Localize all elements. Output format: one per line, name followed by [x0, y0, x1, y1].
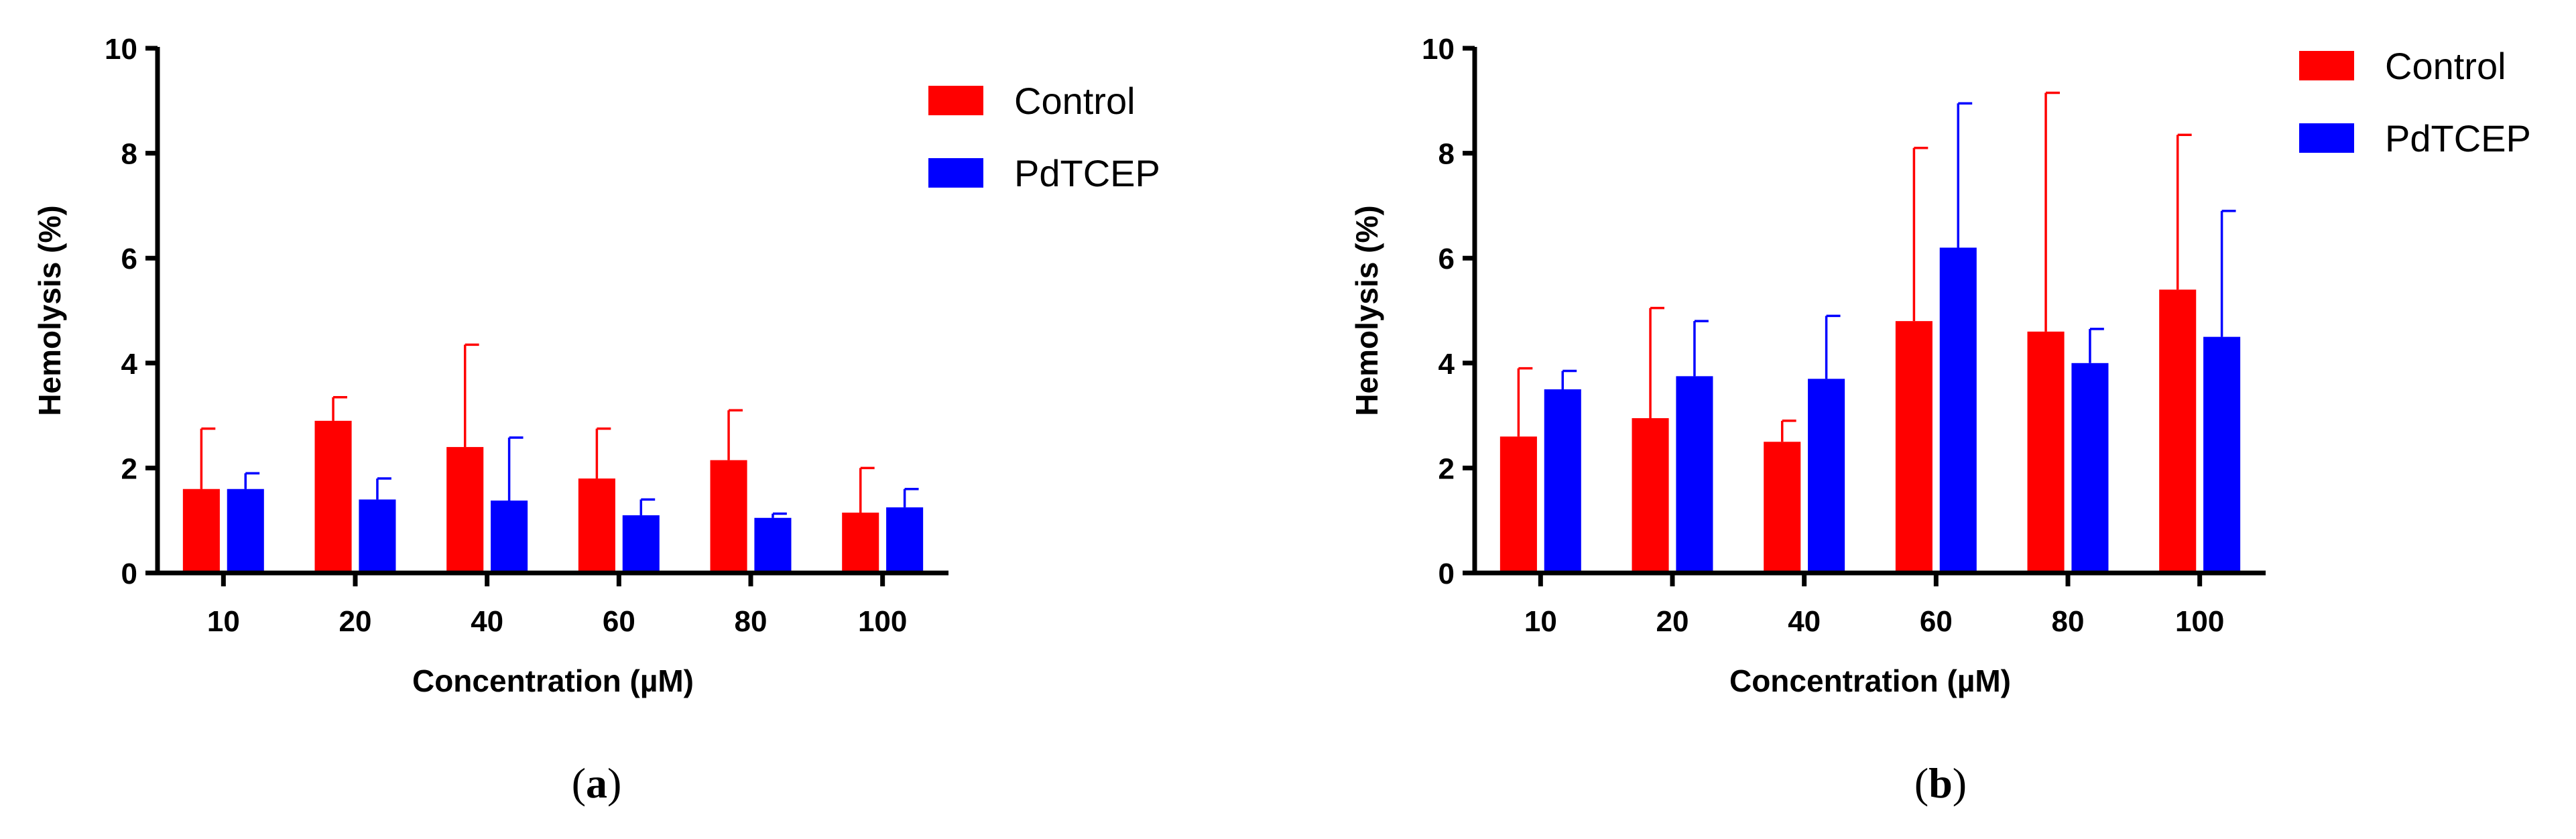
- y-tick-label: 10: [105, 33, 137, 66]
- bar-control-40: [446, 447, 484, 573]
- x-tick-label: 100: [858, 605, 907, 638]
- y-tick-label: 10: [1422, 33, 1455, 66]
- x-axis-title: Concentration (µM): [412, 663, 694, 698]
- legend-label-control: Control: [2385, 45, 2506, 87]
- bar-pdtcep-10: [1544, 389, 1581, 573]
- y-tick-label: 4: [1438, 348, 1455, 381]
- legend-label-pdtcep: PdTCEP: [1014, 152, 1160, 194]
- bar-pdtcep-60: [622, 515, 660, 573]
- bar-pdtcep-20: [1676, 376, 1713, 573]
- x-tick-label: 100: [2175, 605, 2224, 638]
- chart-panel-b: 0 2 4 6 8 10 10 20 40 60 80 100 Concentration (µM) He…: [1349, 33, 2531, 807]
- caption-close: ): [607, 759, 621, 807]
- x-tick-label: 20: [1656, 605, 1689, 638]
- y-tick-label: 2: [121, 452, 137, 485]
- x-tick-label: 10: [1524, 605, 1557, 638]
- bar-pdtcep-40: [1808, 379, 1845, 573]
- legend-label-pdtcep: PdTCEP: [2385, 117, 2531, 159]
- y-tick-label: 2: [1438, 452, 1455, 485]
- y-tick-label: 4: [121, 348, 138, 381]
- bar-pdtcep-20: [359, 499, 396, 573]
- bar-control-60: [1895, 321, 1933, 573]
- bar-pdtcep-100: [886, 507, 924, 573]
- x-tick-label: 60: [1920, 605, 1953, 638]
- y-tick-label: 8: [121, 138, 137, 171]
- bar-control-10: [182, 489, 220, 573]
- x-tick-label: 40: [471, 605, 503, 638]
- panel-caption: (b): [1914, 759, 1967, 807]
- caption-open: (: [1914, 759, 1928, 807]
- y-tick-label: 6: [1438, 243, 1455, 275]
- x-axis-title: Concentration (µM): [1729, 663, 2011, 698]
- y-tick-label: 0: [121, 558, 137, 590]
- bar-pdtcep-40: [491, 500, 528, 573]
- bar-control-20: [314, 420, 352, 573]
- x-tick-label: 80: [2052, 605, 2085, 638]
- panel-caption: (a): [572, 759, 622, 807]
- legend-swatch-pdtcep: [2299, 123, 2354, 153]
- y-axis-title: Hemolysis (%): [32, 205, 67, 415]
- legend-label-control: Control: [1014, 80, 1136, 122]
- caption-letter: a: [586, 759, 607, 807]
- x-tick-label: 40: [1788, 605, 1821, 638]
- y-tick-label: 8: [1438, 138, 1455, 171]
- legend-swatch-control: [928, 86, 983, 115]
- bar-control-10: [1499, 436, 1537, 573]
- legend-swatch-control: [2299, 51, 2354, 80]
- bar-control-100: [2159, 289, 2197, 573]
- caption-letter: b: [1928, 759, 1953, 807]
- x-tick-label: 80: [735, 605, 768, 638]
- bar-control-20: [1632, 418, 1669, 573]
- bar-control-100: [842, 512, 879, 573]
- x-tick-label: 60: [603, 605, 635, 638]
- y-tick-label: 0: [1438, 558, 1455, 590]
- chart-panel-a: 0 2 4 6 8 10 10 20 40 60 80 100 Concentration (µM) He…: [32, 33, 1160, 807]
- bar-pdtcep-60: [1939, 247, 1977, 573]
- y-tick-label: 6: [121, 243, 137, 275]
- bar-control-80: [710, 460, 747, 573]
- x-tick-label: 20: [339, 605, 372, 638]
- caption-close: ): [1953, 759, 1967, 807]
- bar-pdtcep-80: [2071, 363, 2109, 573]
- caption-open: (: [572, 759, 586, 807]
- bar-control-40: [1764, 442, 1801, 573]
- bar-pdtcep-80: [754, 517, 792, 573]
- bar-pdtcep-100: [2203, 336, 2241, 573]
- y-axis-title: Hemolysis (%): [1349, 205, 1384, 415]
- legend-swatch-pdtcep: [928, 158, 983, 188]
- bar-pdtcep-10: [227, 489, 264, 573]
- x-tick-label: 10: [207, 605, 240, 638]
- bar-control-60: [578, 478, 615, 573]
- bar-control-80: [2027, 331, 2065, 573]
